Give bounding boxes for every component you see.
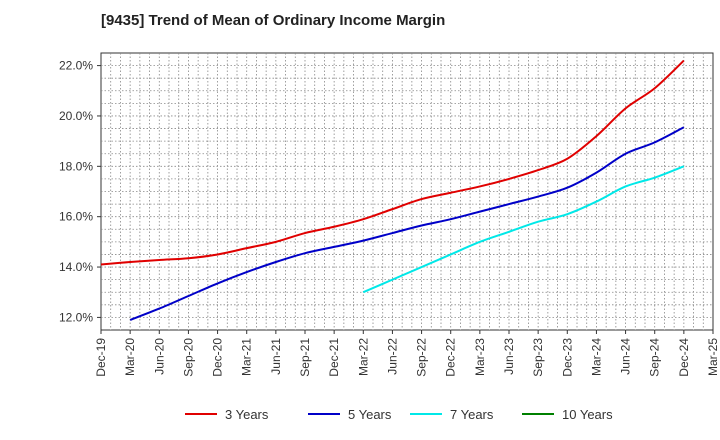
y-tick-label: 20.0% xyxy=(59,109,93,123)
y-tick-label: 22.0% xyxy=(59,59,93,73)
series-line-7-years xyxy=(362,165,685,294)
series-line-5-years xyxy=(129,126,685,321)
x-tick-label: Mar-24 xyxy=(589,338,603,376)
legend: 3 Years 5 Years 7 Years 10 Years xyxy=(185,407,613,422)
legend-label: 5 Years xyxy=(348,407,392,422)
x-axis: Dec-19 Mar-20 Jun-20 Sep-20 Dec-20 Mar-21 Jun-… xyxy=(94,330,720,377)
series-line-3-years xyxy=(100,59,685,266)
x-tick-label: Sep-22 xyxy=(415,338,429,377)
x-tick-label: Sep-23 xyxy=(531,338,545,377)
x-tick-label: Sep-21 xyxy=(298,338,312,377)
x-tick-label: Jun-22 xyxy=(385,338,399,375)
x-tick-label: Mar-21 xyxy=(240,338,254,376)
x-tick-label: Dec-20 xyxy=(211,338,225,377)
x-tick-label: Jun-23 xyxy=(502,338,516,375)
x-tick-label: Mar-22 xyxy=(356,338,370,376)
legend-label: 7 Years xyxy=(450,407,494,422)
x-tick-label: Dec-24 xyxy=(677,338,691,377)
chart-title: [9435] Trend of Mean of Ordinary Income … xyxy=(101,12,446,29)
x-tick-label: Sep-24 xyxy=(648,338,662,377)
x-tick-label: Dec-23 xyxy=(560,338,574,377)
y-axis: 12.0% 14.0% 16.0% 18.0% 20.0% 22.0% xyxy=(59,59,101,324)
x-tick-label: Mar-25 xyxy=(706,338,720,376)
legend-label: 3 Years xyxy=(225,407,269,422)
legend-label: 10 Years xyxy=(562,407,613,422)
x-tick-label: Jun-21 xyxy=(269,338,283,375)
x-tick-label: Jun-20 xyxy=(152,338,166,375)
x-tick-label: Dec-21 xyxy=(327,338,341,377)
x-tick-label: Mar-20 xyxy=(123,338,137,376)
x-tick-label: Mar-23 xyxy=(473,338,487,376)
y-tick-label: 14.0% xyxy=(59,260,93,274)
y-tick-label: 16.0% xyxy=(59,210,93,224)
series-lines xyxy=(100,59,685,321)
x-tick-label: Dec-19 xyxy=(94,338,108,377)
x-tick-label: Dec-22 xyxy=(444,338,458,377)
y-tick-label: 12.0% xyxy=(59,310,93,324)
y-tick-label: 18.0% xyxy=(59,159,93,173)
x-tick-label: Jun-24 xyxy=(619,338,633,375)
x-tick-label: Sep-20 xyxy=(181,338,195,377)
